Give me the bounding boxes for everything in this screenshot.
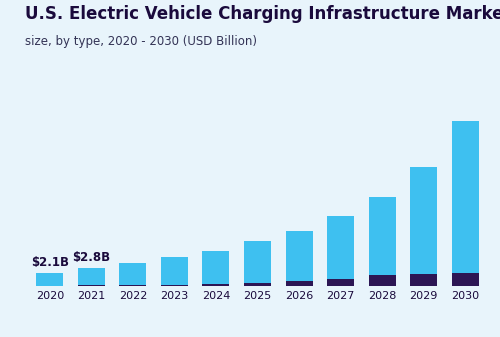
Bar	[78, 285, 105, 286]
Text: $2.8B: $2.8B	[72, 251, 110, 264]
Bar	[327, 216, 354, 279]
Bar	[410, 167, 437, 274]
Bar	[368, 275, 396, 286]
Bar	[368, 197, 396, 275]
Bar	[161, 257, 188, 285]
Legend: Slow Charger, Fast Charger: Slow Charger, Fast Charger	[149, 335, 366, 337]
Bar	[202, 251, 230, 284]
Text: size, by type, 2020 - 2030 (USD Billion): size, by type, 2020 - 2030 (USD Billion)	[25, 35, 257, 49]
Bar	[286, 232, 312, 281]
Bar	[202, 284, 230, 286]
Text: U.S. Electric Vehicle Charging Infrastructure Market: U.S. Electric Vehicle Charging Infrastru…	[25, 5, 500, 23]
Bar	[327, 279, 354, 286]
Bar	[452, 273, 478, 286]
Bar	[120, 285, 146, 286]
Bar	[410, 274, 437, 286]
Bar	[36, 273, 64, 286]
Bar	[161, 285, 188, 286]
Bar	[452, 121, 478, 273]
Bar	[78, 268, 105, 285]
Bar	[244, 283, 271, 286]
Text: $2.1B: $2.1B	[31, 255, 69, 269]
Bar	[286, 281, 312, 286]
Bar	[120, 263, 146, 285]
Bar	[244, 241, 271, 283]
